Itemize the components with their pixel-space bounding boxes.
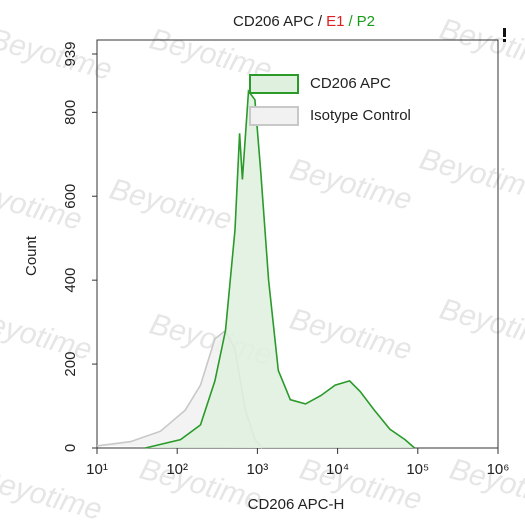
x-tick-label: 10² (166, 461, 188, 478)
watermark: Beyotime (416, 143, 525, 207)
watermark: Beyotime (0, 23, 115, 87)
title-part: P2 (357, 13, 375, 30)
y-tick-label: 400 (62, 268, 79, 293)
x-tick-label: 10¹ (86, 461, 108, 478)
watermark: Beyotime (286, 303, 415, 367)
plot-frame (96, 39, 499, 449)
y-tick-label: 939 (62, 41, 79, 66)
watermark: Beyotime (436, 293, 525, 357)
y-axis-label: Count (23, 235, 40, 276)
chart-title: CD206 APC / E1/P2 (233, 13, 375, 30)
x-tick-label: 10⁶ (487, 461, 510, 478)
y-tick-label: 200 (62, 352, 79, 377)
title-part: / (348, 13, 353, 30)
legend-label: Isotype Control (310, 107, 411, 124)
legend-swatch (249, 106, 299, 126)
watermark: Beyotime (286, 153, 415, 217)
alert-icon (503, 28, 506, 37)
y-tick-label: 800 (62, 100, 79, 125)
alert-icon-dot (503, 39, 506, 42)
watermark: Beyotime (106, 173, 235, 237)
legend-swatch (249, 74, 299, 94)
title-part: E1 (326, 13, 344, 30)
x-axis-label: CD206 APC-H (248, 496, 345, 513)
title-part: / (318, 13, 323, 30)
watermark: Beyotime (436, 13, 525, 77)
x-tick-label: 10³ (247, 461, 269, 478)
y-tick-label: 600 (62, 184, 79, 209)
x-tick-label: 10⁴ (326, 461, 349, 478)
histogram-line (145, 89, 416, 449)
x-tick-label: 10⁵ (406, 461, 429, 478)
watermark: Beyotime (0, 303, 95, 367)
legend-label: CD206 APC (310, 75, 391, 92)
y-tick-label: 0 (62, 444, 79, 452)
title-part: CD206 APC (233, 13, 314, 30)
watermark: Beyotime (446, 453, 525, 517)
